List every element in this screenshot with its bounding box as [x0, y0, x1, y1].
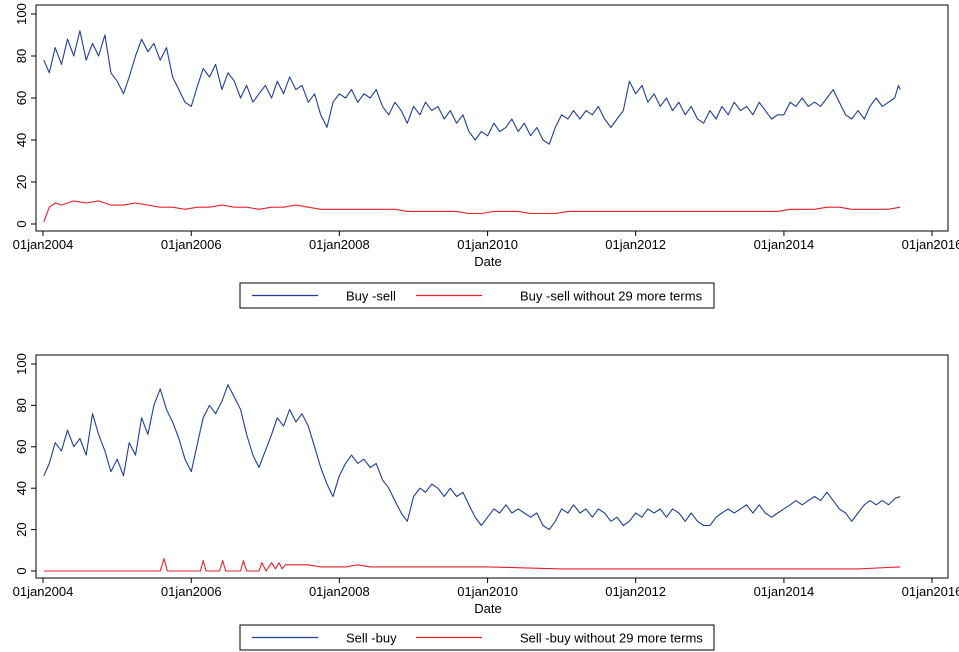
x-tick-label: 01jan2006: [161, 237, 222, 252]
y-tick-label: 40: [14, 133, 29, 147]
y-tick-label: 20: [14, 175, 29, 189]
y-tick-label: 60: [14, 440, 29, 454]
legend-entry-label: Sell -buy: [346, 631, 397, 646]
legend-entry-label: Buy -sell without 29 more terms: [520, 289, 703, 304]
y-tick-label: 100: [14, 3, 29, 25]
x-tick-label: 01jan2012: [605, 584, 666, 599]
x-tick-label: 01jan2004: [13, 584, 74, 599]
x-tick-label: 01jan2008: [309, 237, 370, 252]
plot-area-frame: [35, 4, 949, 232]
x-tick-label: 01jan2016: [902, 584, 959, 599]
top-chart-panel: 0 20 40 60 80 100 01jan2004 01jan2006 01jan2008 0…: [13, 3, 959, 309]
series-line-primary: [43, 384, 901, 531]
x-axis-title: Date: [474, 601, 501, 616]
y-tick-label: 0: [14, 220, 29, 227]
y-tick-label: 100: [14, 353, 29, 375]
x-tick-label: 01jan2004: [13, 237, 74, 252]
series-line-primary: [43, 30, 901, 145]
y-tick-label: 80: [14, 398, 29, 412]
x-tick-label: 01jan2014: [754, 584, 815, 599]
x-tick-label: 01jan2012: [605, 237, 666, 252]
x-tick-label: 01jan2016: [902, 237, 959, 252]
plot-area-frame: [35, 354, 949, 579]
x-tick-label: 01jan2006: [161, 584, 222, 599]
x-tick-label: 01jan2010: [457, 584, 518, 599]
y-tick-label: 20: [14, 522, 29, 536]
y-tick-label: 40: [14, 481, 29, 495]
series-line-secondary: [43, 200, 901, 223]
series-line-secondary: [43, 558, 901, 572]
y-tick-label: 80: [14, 49, 29, 63]
y-tick-label: 0: [14, 567, 29, 574]
x-tick-label: 01jan2010: [457, 237, 518, 252]
legend-entry-label: Buy -sell: [346, 289, 396, 304]
bottom-chart-panel: 0 20 40 60 80 100 01jan2004 01jan2006 01jan2008 0…: [13, 353, 959, 651]
x-axis-title: Date: [474, 254, 501, 269]
y-tick-label: 60: [14, 91, 29, 105]
legend-entry-label: Sell -buy without 29 more terms: [520, 631, 703, 646]
x-tick-label: 01jan2008: [309, 584, 370, 599]
x-tick-label: 01jan2014: [754, 237, 815, 252]
